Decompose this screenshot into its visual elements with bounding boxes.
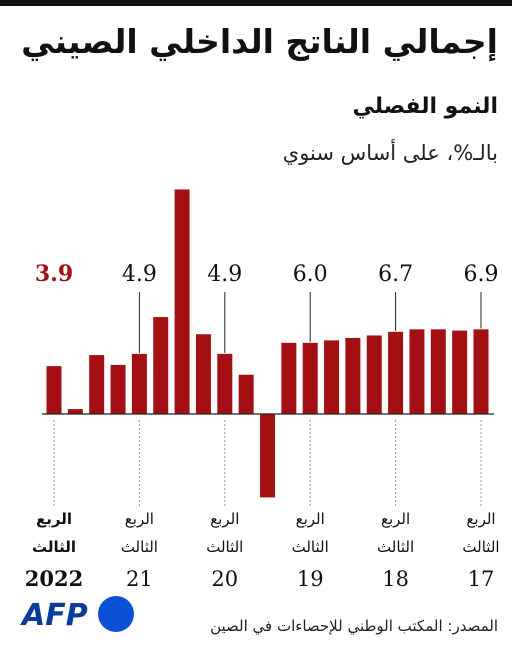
data-label-2: 4.9 <box>207 262 242 287</box>
afp-logo: AFP <box>22 596 138 636</box>
bar-2019-Q3 <box>302 342 318 414</box>
afp-logo-dot <box>98 596 134 632</box>
source-note: المصدر: المكتب الوطني للإحصاءات في الصين <box>210 617 498 635</box>
bar-2020-Q1 <box>260 414 275 498</box>
bar-2021-Q3 <box>131 353 147 414</box>
bar-2018-Q3 <box>388 331 404 414</box>
quarter-label-line1-1: الربع <box>125 510 154 528</box>
quarter-label-line2-1: الثالث <box>121 538 158 556</box>
bar-2017-Q4 <box>452 330 468 414</box>
quarter-label-line1-4: الربع <box>381 510 410 528</box>
year-label-4: 18 <box>382 567 409 591</box>
year-label-3: 19 <box>297 567 324 591</box>
chart-title: إجمالي الناتج الداخلي الصيني <box>21 22 498 61</box>
bar-2019-Q2 <box>324 340 340 414</box>
y-axis-unit-label: بالـ%، على أساس سنوي <box>282 141 498 165</box>
quarter-label-line2-2: الثالث <box>206 538 243 556</box>
bar-2018-Q1 <box>430 329 446 414</box>
quarter-label-line1-2: الربع <box>210 510 239 528</box>
data-label-1: 4.9 <box>122 262 157 287</box>
quarter-label-line2-0: الثالث <box>32 538 76 556</box>
bar-2018-Q2 <box>409 329 425 414</box>
data-label-3: 6.0 <box>293 262 328 287</box>
bar-2019-Q4 <box>281 342 297 414</box>
data-label-4: 6.7 <box>378 262 413 287</box>
bar-2019-Q1 <box>345 337 361 414</box>
quarter-label-line2-3: الثالث <box>292 538 329 556</box>
bar-2018-Q4 <box>366 335 382 414</box>
bar-2021-Q1 <box>174 189 190 414</box>
data-label-0: 3.9 <box>35 261 73 287</box>
bar-2020-Q4 <box>195 334 211 414</box>
bar-2017-Q3 <box>473 329 489 414</box>
quarter-label-line2-5: الثالث <box>462 538 499 556</box>
bar-2022-Q2 <box>67 409 83 414</box>
year-label-2: 20 <box>211 567 238 591</box>
data-label-5: 6.9 <box>464 262 499 287</box>
quarter-label-line2-4: الثالث <box>377 538 414 556</box>
bar-2021-Q4 <box>110 364 126 414</box>
afp-logo-text: AFP <box>22 598 88 633</box>
year-label-0: 2022 <box>25 566 83 591</box>
bar-2022-Q3 <box>46 366 62 414</box>
quarter-label-line1-5: الربع <box>466 510 495 528</box>
top-rule <box>0 0 512 6</box>
bar-2022-Q1 <box>89 355 105 414</box>
bar-chart: 3.9 4.9 4.9 6.0 6.7 6.9 الربع الثالث 2022 الربع ال… <box>25 189 500 591</box>
year-label-1: 21 <box>126 567 153 591</box>
year-label-5: 17 <box>468 567 495 591</box>
quarter-label-line1-3: الربع <box>296 510 325 528</box>
bar-2020-Q3 <box>217 353 233 414</box>
bar-2020-Q2 <box>238 374 254 414</box>
quarter-label-line1-0: الربع <box>36 510 72 528</box>
bar-2021-Q2 <box>153 317 169 414</box>
chart-subtitle: النمو الفصلي <box>352 94 498 119</box>
